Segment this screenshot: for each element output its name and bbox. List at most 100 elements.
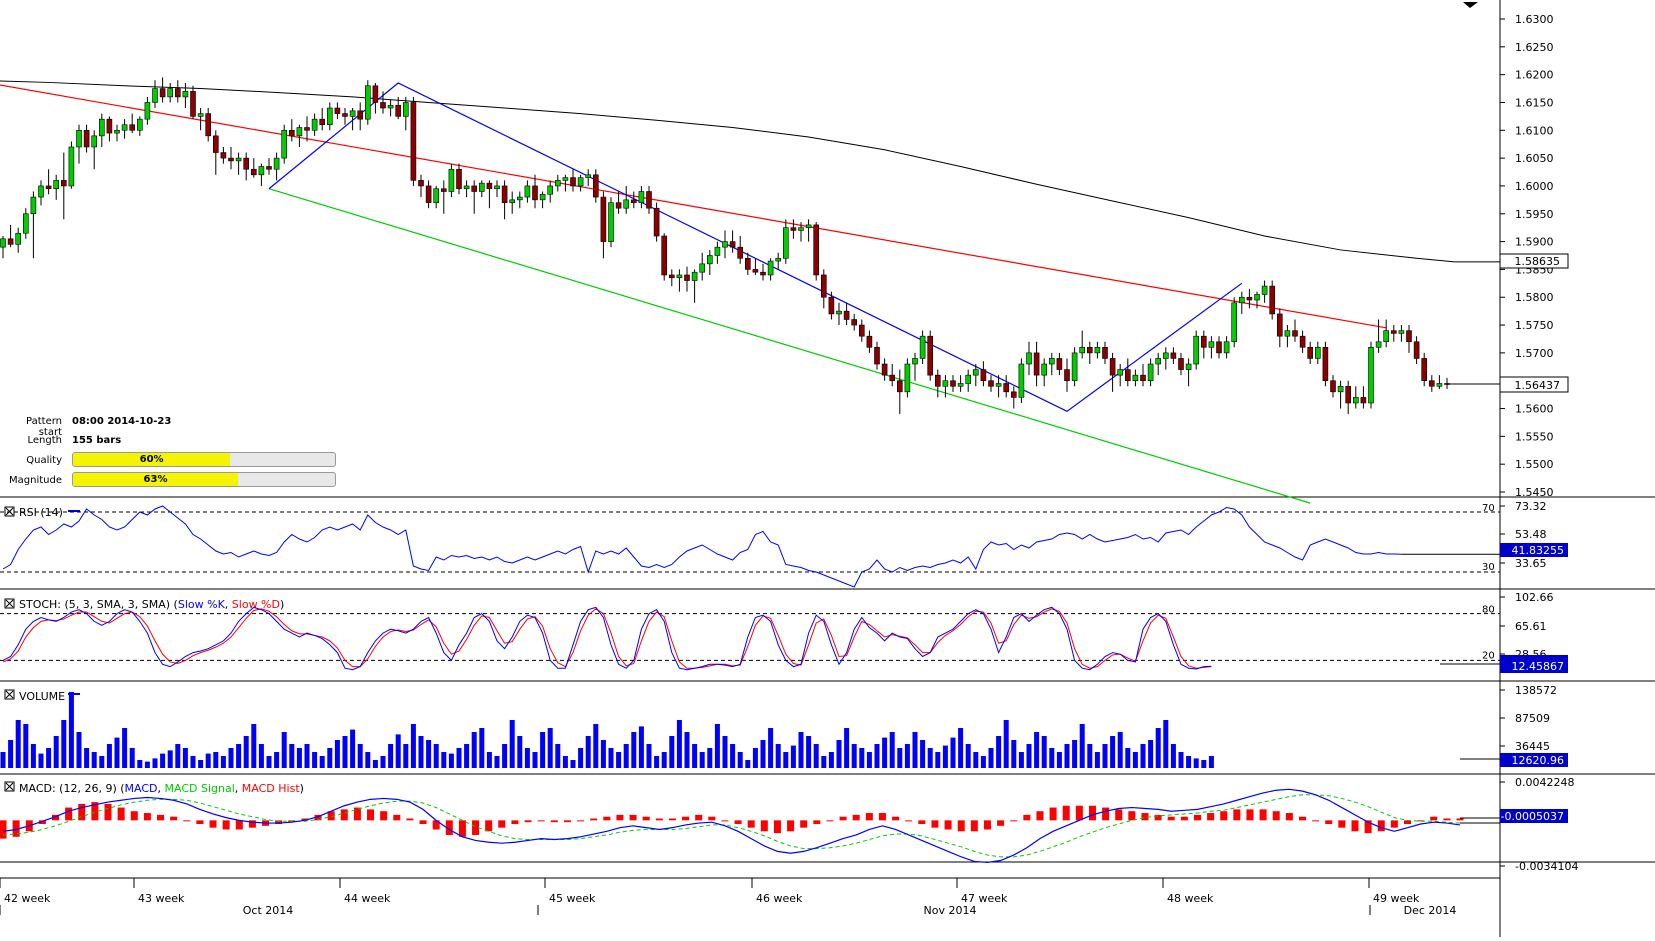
candle-body	[1315, 347, 1321, 359]
candle-body	[858, 324, 865, 337]
volume-bar	[372, 760, 378, 768]
candle	[106, 116, 113, 142]
candle	[1003, 375, 1010, 398]
moving-average-line	[0, 80, 1500, 263]
candle	[1368, 341, 1374, 409]
candle	[934, 369, 941, 398]
candle-body	[380, 102, 386, 109]
volume-bar	[281, 732, 287, 768]
volume-bar	[669, 736, 675, 768]
volume-bar	[593, 724, 599, 768]
candle	[494, 180, 500, 198]
macd-legend-signal: MACD Signal	[165, 782, 235, 795]
candle	[1109, 352, 1116, 392]
macd-hist-bar	[1010, 820, 1018, 822]
candle	[874, 341, 880, 370]
candle	[159, 77, 166, 103]
macd-hist-bar	[682, 816, 690, 821]
candle	[311, 113, 318, 136]
volume-bar	[737, 752, 743, 768]
macd-hist-bar	[1207, 813, 1215, 821]
candle-body	[1368, 347, 1374, 404]
volume-bar	[251, 724, 257, 768]
macd-hist-bar	[918, 820, 926, 824]
macd-hist-bar	[393, 814, 401, 821]
macd-hist-bar	[367, 809, 375, 821]
volume-bar	[692, 744, 698, 768]
volume-bar	[904, 744, 910, 768]
candle-body	[152, 88, 158, 103]
candle	[349, 108, 356, 131]
candle	[1360, 386, 1367, 409]
rsi-axis-label: 53.48	[1515, 528, 1547, 541]
candle-body	[372, 85, 379, 103]
candle	[197, 108, 204, 131]
candle	[15, 227, 21, 253]
volume-bar	[532, 752, 538, 768]
volume-bar	[122, 728, 128, 768]
volume-bar	[106, 744, 112, 768]
scroll-end-icon[interactable]	[1463, 2, 1478, 8]
price-tick-label: 1.5800	[1515, 291, 1554, 304]
volume-bar	[1094, 752, 1100, 768]
candle	[182, 82, 189, 109]
macd-hist-bar	[1220, 811, 1228, 821]
candle-body	[638, 191, 645, 203]
candle	[1178, 352, 1184, 376]
volume-bar	[448, 753, 454, 768]
macd-hist-bar	[865, 813, 873, 821]
macd-hist-bar	[52, 814, 60, 821]
volume-bar	[228, 748, 234, 768]
candle-body	[1170, 352, 1177, 359]
macd-hist-bar	[708, 816, 716, 821]
candle	[395, 96, 402, 120]
volume-bar	[30, 744, 36, 768]
candle-body	[737, 246, 744, 259]
candle	[752, 258, 759, 275]
candle-body	[357, 110, 364, 120]
candle-body	[213, 135, 219, 153]
macd-axis-label: -0.0034104	[1515, 860, 1578, 873]
macd-hist-bar	[1102, 807, 1110, 821]
volume-bar	[935, 752, 941, 768]
volume-bar	[950, 737, 956, 768]
macd-hist-bar	[0, 820, 7, 839]
price-tick-label: 1.5550	[1515, 430, 1554, 443]
macd-panel[interactable]: MACD: (12, 26, 9) (MACD, MACD Signal, MA…	[0, 776, 1578, 873]
candle	[1330, 375, 1336, 398]
volume-bar	[1102, 744, 1108, 768]
stoch-panel[interactable]: STOCH: (5, 3, SMA, 3, SMA) (Slow %K, Slo…	[0, 591, 1568, 673]
macd-hist-bar	[1338, 820, 1346, 828]
volume-bar	[23, 724, 29, 768]
macd-hist-bar	[839, 816, 847, 821]
macd-hist-bar	[117, 807, 125, 821]
candle-body	[623, 199, 630, 209]
candle-body	[661, 235, 668, 276]
support-line	[268, 188, 1311, 504]
candle-body	[144, 102, 151, 120]
volume-bar	[304, 744, 310, 768]
candle	[843, 302, 850, 326]
candle-body	[167, 88, 173, 98]
volume-bar	[68, 692, 74, 768]
candle	[820, 269, 827, 309]
candle-body	[676, 274, 683, 279]
candle-body	[258, 166, 265, 176]
macd-hist-bar	[130, 811, 138, 821]
price-panel[interactable]: 1.6300 1.6250 1.6200 1.6150 1.6100 1.6050 1.60…	[0, 2, 1569, 504]
candle	[805, 219, 812, 242]
volume-bar	[1049, 748, 1055, 768]
candle	[790, 219, 797, 239]
candle	[1322, 341, 1329, 387]
candle-body	[53, 180, 60, 190]
macd-legend-hist: MACD Hist	[242, 782, 301, 795]
candle	[1049, 352, 1055, 376]
candle-body	[1292, 330, 1298, 337]
candle-body	[418, 180, 424, 187]
volume-bar	[996, 736, 1002, 768]
macd-hist-bar	[432, 820, 440, 830]
volume-bar	[46, 748, 52, 768]
